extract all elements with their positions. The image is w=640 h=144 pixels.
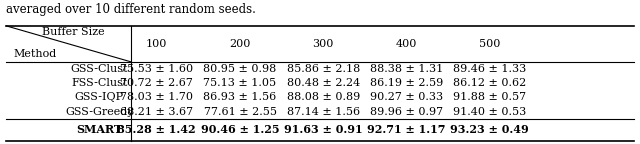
Text: 93.23 ± 0.49: 93.23 ± 0.49: [450, 124, 529, 136]
Text: 92.71 ± 1.17: 92.71 ± 1.17: [367, 124, 445, 136]
Text: FSS-Clust: FSS-Clust: [71, 78, 127, 88]
Text: 91.88 ± 0.57: 91.88 ± 0.57: [453, 92, 526, 103]
Text: 100: 100: [146, 39, 168, 49]
Text: 80.48 ± 2.24: 80.48 ± 2.24: [287, 78, 360, 88]
Text: 200: 200: [229, 39, 251, 49]
Text: 68.21 ± 3.67: 68.21 ± 3.67: [120, 107, 193, 117]
Text: 90.27 ± 0.33: 90.27 ± 0.33: [370, 92, 443, 103]
Text: 75.13 ± 1.05: 75.13 ± 1.05: [204, 78, 276, 88]
Text: 91.40 ± 0.53: 91.40 ± 0.53: [453, 107, 526, 117]
Text: 89.46 ± 1.33: 89.46 ± 1.33: [453, 64, 526, 74]
Text: 87.14 ± 1.56: 87.14 ± 1.56: [287, 107, 360, 117]
Text: 70.72 ± 2.67: 70.72 ± 2.67: [120, 78, 193, 88]
Text: 90.46 ± 1.25: 90.46 ± 1.25: [201, 124, 279, 136]
Text: 86.12 ± 0.62: 86.12 ± 0.62: [453, 78, 526, 88]
Text: GSS-IQP: GSS-IQP: [75, 92, 124, 103]
Text: 89.96 ± 0.97: 89.96 ± 0.97: [370, 107, 443, 117]
Text: 300: 300: [312, 39, 334, 49]
Text: GSS-Greedy: GSS-Greedy: [65, 107, 134, 117]
Text: Buffer Size: Buffer Size: [42, 27, 105, 37]
Text: 75.53 ± 1.60: 75.53 ± 1.60: [120, 64, 193, 74]
Text: 500: 500: [479, 39, 500, 49]
Text: 86.19 ± 2.59: 86.19 ± 2.59: [370, 78, 443, 88]
Text: 86.93 ± 1.56: 86.93 ± 1.56: [204, 92, 276, 103]
Text: 77.61 ± 2.55: 77.61 ± 2.55: [204, 107, 276, 117]
Text: SMART: SMART: [76, 124, 122, 136]
Text: 400: 400: [396, 39, 417, 49]
Text: Method: Method: [13, 49, 57, 59]
Text: GSS-Clust: GSS-Clust: [70, 64, 128, 74]
Text: 88.38 ± 1.31: 88.38 ± 1.31: [370, 64, 443, 74]
Text: 85.28 ± 1.42: 85.28 ± 1.42: [118, 124, 196, 136]
Text: 88.08 ± 0.89: 88.08 ± 0.89: [287, 92, 360, 103]
Text: averaged over 10 different random seeds.: averaged over 10 different random seeds.: [6, 3, 256, 16]
Text: 78.03 ± 1.70: 78.03 ± 1.70: [120, 92, 193, 103]
Text: 85.86 ± 2.18: 85.86 ± 2.18: [287, 64, 360, 74]
Text: 91.63 ± 0.91: 91.63 ± 0.91: [284, 124, 362, 136]
Text: 80.95 ± 0.98: 80.95 ± 0.98: [204, 64, 276, 74]
